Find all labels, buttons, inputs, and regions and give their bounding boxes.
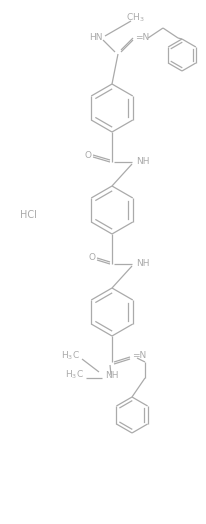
Text: =N: =N bbox=[131, 351, 146, 359]
Text: H$_3$C: H$_3$C bbox=[61, 350, 80, 362]
Text: O: O bbox=[84, 150, 91, 159]
Text: H$_3$C: H$_3$C bbox=[65, 369, 84, 381]
Text: =N: =N bbox=[134, 34, 149, 42]
Text: HCl: HCl bbox=[20, 210, 36, 220]
Text: NH: NH bbox=[104, 370, 118, 379]
Text: HN: HN bbox=[89, 34, 103, 42]
Text: NH: NH bbox=[135, 259, 149, 268]
Text: NH: NH bbox=[135, 158, 149, 167]
Text: O: O bbox=[88, 254, 95, 263]
Text: CH$_3$: CH$_3$ bbox=[125, 12, 144, 24]
